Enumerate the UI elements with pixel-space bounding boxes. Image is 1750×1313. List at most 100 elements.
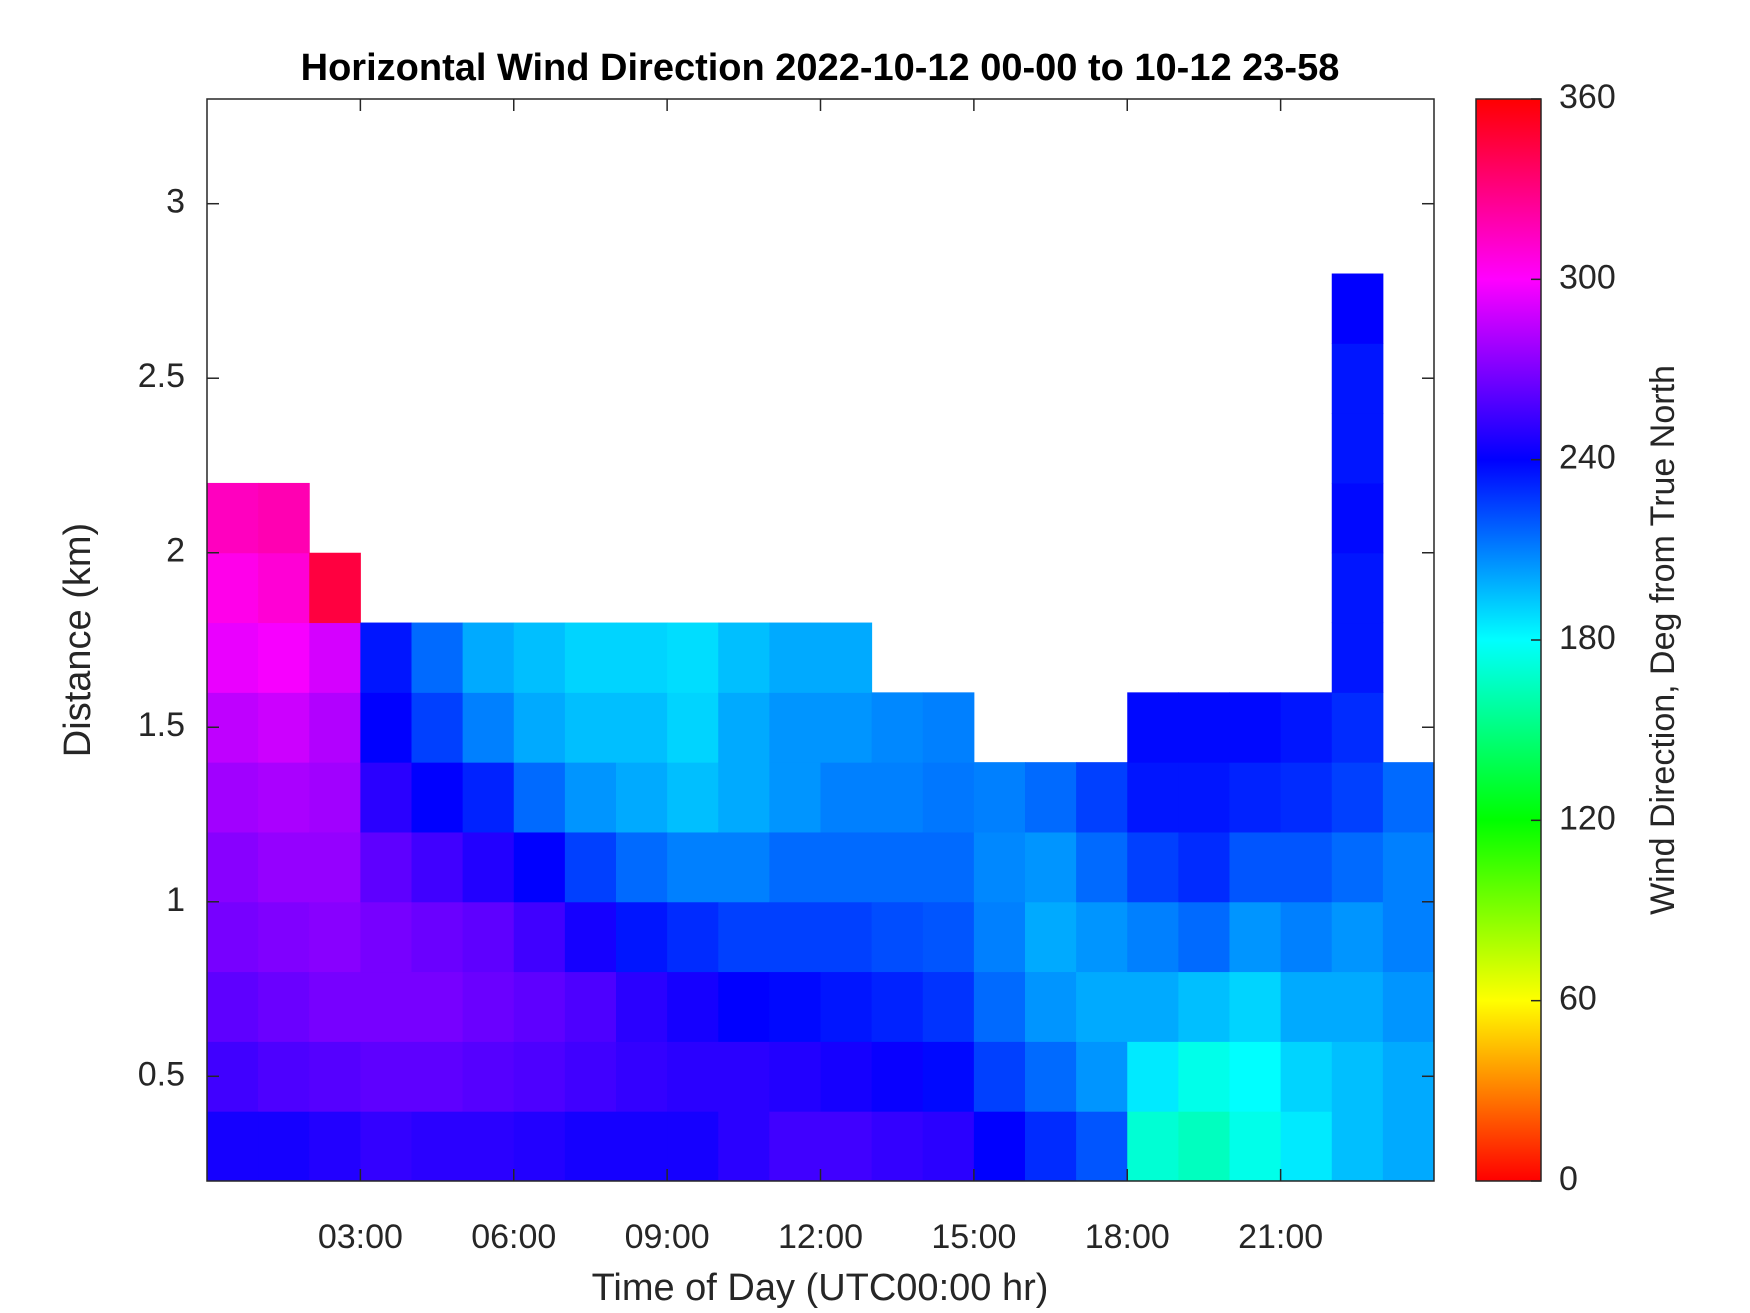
- heatmap-cell: [411, 971, 464, 1042]
- heatmap-cell: [207, 622, 259, 693]
- heatmap-cell: [258, 482, 310, 554]
- x-tick-label: 09:00: [625, 1218, 710, 1256]
- heatmap-cell: [871, 762, 924, 833]
- heatmap-cell: [564, 692, 617, 763]
- heatmap-cell: [1280, 692, 1333, 763]
- heatmap-cell: [1280, 901, 1333, 973]
- heatmap-cell: [973, 762, 1026, 833]
- heatmap-cell: [769, 762, 821, 833]
- heatmap-cell: [769, 901, 821, 973]
- colorbar: [1475, 98, 1542, 1182]
- heatmap-cell: [1076, 831, 1128, 903]
- heatmap-cell: [411, 762, 464, 833]
- heatmap-cell: [718, 901, 770, 973]
- heatmap-cell: [1331, 622, 1384, 693]
- heatmap-cell: [1331, 901, 1384, 973]
- heatmap-cell: [309, 1111, 361, 1182]
- heatmap-cell: [411, 622, 464, 693]
- heatmap-cell: [1076, 1111, 1128, 1182]
- heatmap-cell: [1331, 413, 1384, 484]
- heatmap-cell: [564, 762, 617, 833]
- heatmap-cell: [871, 971, 924, 1042]
- y-tick-label: 1: [166, 881, 185, 919]
- heatmap-cell: [1382, 831, 1435, 903]
- heatmap-cell: [616, 1041, 668, 1112]
- heatmap-cell: [1229, 1041, 1282, 1112]
- heatmap-cell: [564, 1041, 617, 1112]
- heatmap-cell: [360, 1111, 412, 1182]
- heatmap-cell: [871, 692, 924, 763]
- heatmap-cell: [1178, 1111, 1230, 1182]
- heatmap-cell: [871, 1041, 924, 1112]
- heatmap-cell: [1280, 971, 1333, 1042]
- heatmap-cell: [411, 1041, 464, 1112]
- chart-title: Horizontal Wind Direction 2022-10-12 00-…: [301, 47, 1340, 89]
- heatmap-cell: [769, 622, 821, 693]
- colorbar-tick-label: 360: [1559, 78, 1616, 116]
- heatmap-cell: [871, 901, 924, 973]
- heatmap-cell: [309, 762, 361, 833]
- heatmap-cell: [1229, 831, 1282, 903]
- heatmap-cell: [667, 1111, 719, 1182]
- heatmap-cell: [1178, 901, 1230, 973]
- heatmap-cell: [667, 762, 719, 833]
- heatmap-cell: [513, 901, 566, 973]
- heatmap-cell: [667, 1041, 719, 1112]
- heatmap-cell: [1178, 762, 1230, 833]
- heatmap-cell: [820, 1111, 873, 1182]
- heatmap-cell: [922, 831, 975, 903]
- colorbar-tick-label: 60: [1559, 980, 1597, 1018]
- y-tick-label: 0.5: [138, 1055, 185, 1093]
- heatmap-cell: [207, 831, 259, 903]
- colorbar-tick-label: 180: [1559, 619, 1616, 657]
- heatmap-cell: [820, 622, 873, 693]
- heatmap-cell: [1127, 831, 1179, 903]
- heatmap-cell: [1229, 901, 1282, 973]
- heatmap-cell: [1382, 901, 1435, 973]
- heatmap-cell: [309, 1041, 361, 1112]
- heatmap-cell: [411, 901, 464, 973]
- heatmap-cell: [462, 762, 515, 833]
- heatmap-cell: [207, 971, 259, 1042]
- heatmap-cell: [1127, 762, 1179, 833]
- heatmap-cell: [616, 901, 668, 973]
- y-tick-label: 1.5: [138, 706, 185, 744]
- heatmap-cell: [718, 762, 770, 833]
- heatmap-cell: [207, 762, 259, 833]
- heatmap-cell: [513, 1041, 566, 1112]
- heatmap-cell: [564, 1111, 617, 1182]
- heatmap-cell: [462, 622, 515, 693]
- heatmap-cell: [462, 1041, 515, 1112]
- heatmap-cell: [973, 831, 1026, 903]
- heatmap-cell: [667, 692, 719, 763]
- heatmap-cell: [616, 831, 668, 903]
- heatmap-cell: [309, 971, 361, 1042]
- heatmap-cell: [616, 762, 668, 833]
- heatmap-cell: [309, 552, 361, 624]
- y-axis-label: Distance (km): [57, 523, 99, 757]
- heatmap-cell: [1127, 901, 1179, 973]
- heatmap-cell: [462, 901, 515, 973]
- heatmap-cell: [564, 971, 617, 1042]
- heatmap-cell: [1280, 831, 1333, 903]
- heatmap-cell: [1127, 1041, 1179, 1112]
- heatmap-cell: [616, 1111, 668, 1182]
- heatmap-cell: [1025, 762, 1077, 833]
- heatmap-cell: [1025, 1111, 1077, 1182]
- heatmap-cell: [1229, 762, 1282, 833]
- colorbar-label: Wind Direction, Deg from True North: [1644, 365, 1682, 915]
- heatmap-cell: [564, 831, 617, 903]
- x-tick-label: 18:00: [1085, 1218, 1170, 1256]
- heatmap-cell: [922, 1111, 975, 1182]
- heatmap-cell: [1127, 971, 1179, 1042]
- heatmap-cell: [718, 1111, 770, 1182]
- heatmap-cell: [820, 901, 873, 973]
- heatmap-cell: [258, 762, 310, 833]
- heatmap-cell: [207, 552, 259, 624]
- heatmap-cell: [309, 692, 361, 763]
- heatmap-cell: [1280, 1041, 1333, 1112]
- heatmap-cell: [564, 622, 617, 693]
- heatmap-cell: [1331, 273, 1384, 344]
- heatmap-cell: [1280, 762, 1333, 833]
